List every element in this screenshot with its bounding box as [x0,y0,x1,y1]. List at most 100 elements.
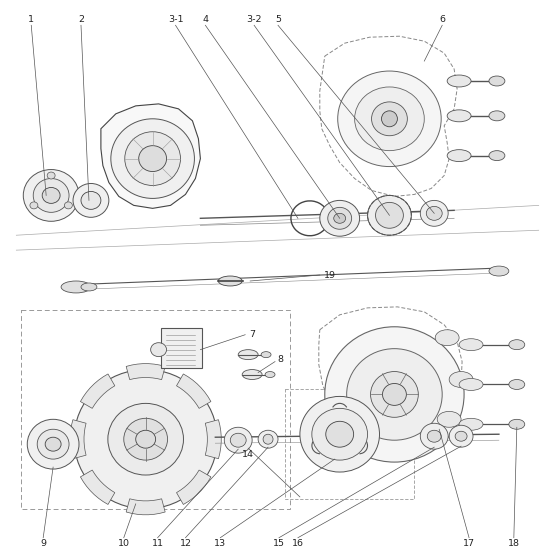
Polygon shape [126,363,165,380]
Ellipse shape [509,340,525,349]
Text: 2: 2 [78,15,84,24]
Ellipse shape [258,430,278,448]
Text: 14: 14 [242,450,254,459]
Ellipse shape [81,192,101,209]
Text: 3-2: 3-2 [246,15,262,24]
Bar [21,310,290,509]
Bar [285,389,414,499]
Ellipse shape [489,111,505,121]
Ellipse shape [459,379,483,390]
Polygon shape [206,419,221,459]
Text: 19: 19 [324,270,336,279]
Polygon shape [81,374,115,408]
Ellipse shape [371,102,407,136]
Polygon shape [176,470,211,505]
Ellipse shape [33,179,69,212]
Ellipse shape [64,202,72,209]
Text: 7: 7 [249,330,255,339]
Ellipse shape [382,384,407,405]
Ellipse shape [45,437,61,451]
Ellipse shape [224,427,252,453]
Ellipse shape [24,170,79,221]
Ellipse shape [426,207,442,220]
Ellipse shape [139,146,166,171]
Ellipse shape [435,330,459,346]
Ellipse shape [238,349,258,360]
Polygon shape [176,374,211,408]
Text: 13: 13 [214,539,226,548]
Ellipse shape [151,343,166,357]
Bar [161,328,202,367]
Ellipse shape [27,419,79,469]
Ellipse shape [338,71,441,166]
Ellipse shape [261,352,271,358]
Ellipse shape [263,434,273,444]
Ellipse shape [111,119,194,198]
Polygon shape [319,307,462,433]
Ellipse shape [381,111,398,127]
Text: 8: 8 [277,355,283,364]
Ellipse shape [312,408,367,460]
Ellipse shape [334,213,346,223]
Ellipse shape [447,150,471,162]
Ellipse shape [455,431,467,441]
Ellipse shape [489,76,505,86]
Ellipse shape [347,349,442,440]
Polygon shape [320,36,457,197]
Ellipse shape [42,188,60,203]
Text: 1: 1 [28,15,34,24]
Ellipse shape [73,184,109,217]
Ellipse shape [328,207,352,229]
Ellipse shape [218,276,242,286]
Ellipse shape [459,418,483,430]
Ellipse shape [30,202,38,209]
Ellipse shape [449,371,473,388]
Ellipse shape [124,418,167,460]
Text: 10: 10 [118,539,130,548]
Ellipse shape [47,172,55,179]
Ellipse shape [421,200,448,226]
Ellipse shape [449,425,473,447]
Ellipse shape [421,423,448,449]
Ellipse shape [61,281,91,293]
Text: 9: 9 [40,539,46,548]
Ellipse shape [509,380,525,389]
Ellipse shape [376,202,403,228]
Ellipse shape [242,370,262,380]
Ellipse shape [300,396,380,472]
Ellipse shape [230,433,246,447]
Polygon shape [81,470,115,505]
Polygon shape [126,499,165,515]
Text: 5: 5 [275,15,281,24]
Ellipse shape [371,371,418,417]
Ellipse shape [81,283,97,291]
Polygon shape [70,419,86,459]
Ellipse shape [459,339,483,351]
Ellipse shape [265,371,275,377]
Ellipse shape [489,266,509,276]
Ellipse shape [108,403,184,475]
Ellipse shape [447,110,471,122]
Ellipse shape [367,195,412,235]
Ellipse shape [326,421,353,447]
Text: 16: 16 [292,539,304,548]
Text: 11: 11 [152,539,164,548]
Ellipse shape [447,75,471,87]
Text: 6: 6 [439,15,445,24]
Text: 3-1: 3-1 [168,15,183,24]
Ellipse shape [74,370,217,509]
Text: 17: 17 [463,539,475,548]
Polygon shape [101,104,200,208]
Ellipse shape [489,151,505,161]
Text: 15: 15 [273,539,285,548]
Ellipse shape [125,132,180,185]
Text: 12: 12 [179,539,192,548]
Ellipse shape [37,430,69,459]
Ellipse shape [325,327,464,462]
Ellipse shape [136,430,156,448]
Ellipse shape [354,87,424,151]
Ellipse shape [437,412,461,427]
Ellipse shape [427,430,441,442]
Ellipse shape [509,419,525,430]
Ellipse shape [320,200,360,236]
